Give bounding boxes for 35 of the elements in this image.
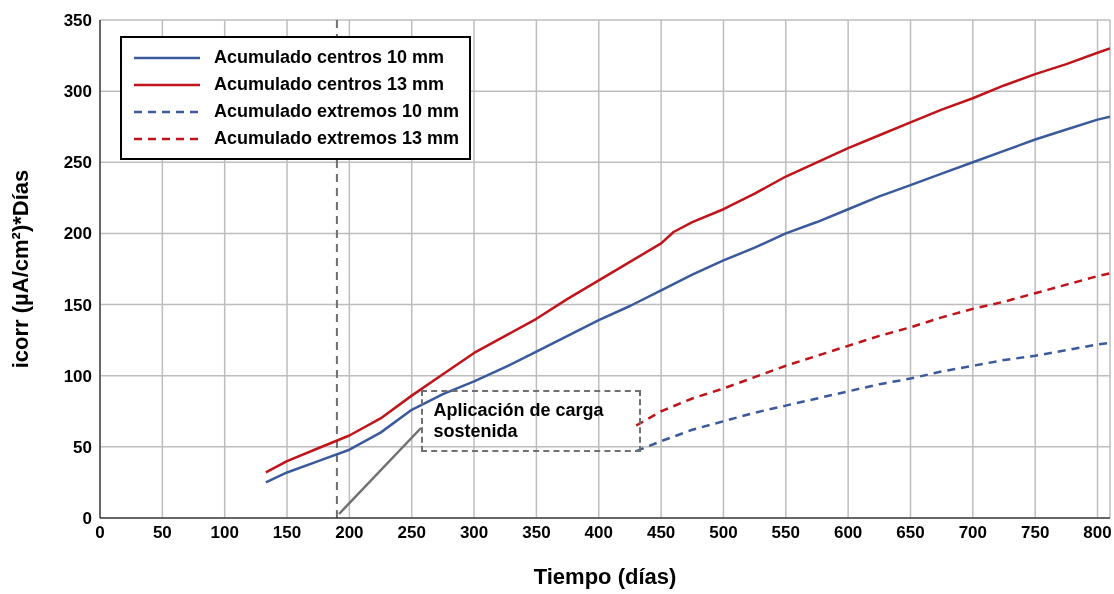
legend-label: Acumulado centros 13 mm (214, 74, 445, 95)
y-tick-label: 50 (73, 437, 92, 457)
x-tick-label: 500 (709, 523, 738, 543)
annotation: Aplicación de carga sostenida (433, 399, 604, 441)
y-tick-label: 250 (63, 153, 92, 173)
legend-label: Acumulado extremos 13 mm (214, 128, 460, 149)
y-tick-label: 0 (82, 509, 92, 529)
y-tick-label: 200 (63, 224, 92, 244)
x-tick-label: 600 (833, 523, 863, 543)
x-tick-label: 550 (771, 523, 800, 543)
x-tick-label: 300 (459, 523, 489, 543)
line-series (634, 272, 1110, 427)
y-tick-label: 100 (63, 366, 92, 386)
line-series (634, 341, 1110, 453)
x-tick-label: 0 (95, 523, 105, 543)
x-tick-label: 250 (397, 523, 426, 543)
y-tick-label: 300 (63, 82, 92, 102)
x-tick-label: 100 (210, 523, 239, 543)
x-tick-label: 750 (1021, 523, 1050, 543)
x-tick-label: 150 (272, 523, 302, 543)
x-axis-title: Tiempo (días) (533, 564, 677, 589)
x-tick-label: 650 (896, 523, 925, 543)
y-tick-label: 150 (63, 295, 92, 315)
x-tick-label: 350 (522, 523, 551, 543)
x-tick-label: 450 (646, 523, 676, 543)
x-tick-label: 800 (1083, 523, 1112, 543)
legend-label: Acumulado centros 10 mm (214, 47, 445, 68)
legend-label: Acumulado extremos 10 mm (214, 101, 460, 122)
x-tick-label: 700 (958, 523, 988, 543)
x-tick-label: 200 (335, 523, 364, 543)
x-tick-label: 400 (584, 523, 613, 543)
callout-box: Aplicación de carga sostenida (421, 389, 642, 452)
y-tick-label: 350 (63, 11, 92, 31)
x-tick-label: 50 (152, 523, 172, 543)
y-axis-title: icorr (µA/cm²)*Días (7, 169, 33, 369)
